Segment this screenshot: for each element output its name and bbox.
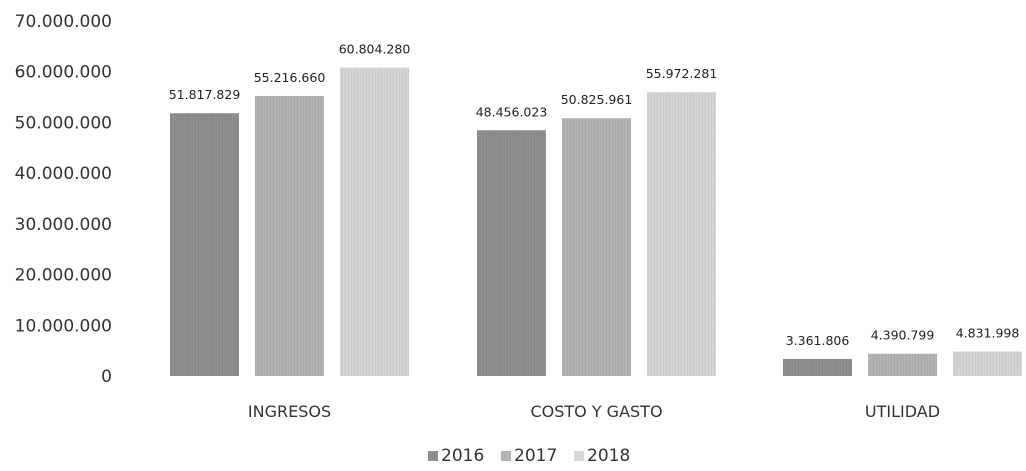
legend: 2016 2017 2018 [428, 446, 630, 466]
x-tick-label: UTILIDAD [865, 402, 940, 421]
legend-swatch-2016 [428, 451, 438, 461]
y-tick-label: 60.000.000 [15, 63, 112, 83]
data-label: 50.825.961 [561, 92, 633, 107]
data-label: 3.361.806 [786, 333, 850, 348]
y-tick-label: 0 [101, 367, 112, 387]
bar-texture [783, 358, 852, 376]
x-tick-label: COSTO Y GASTO [530, 402, 662, 421]
y-tick-label: 70.000.000 [15, 12, 112, 32]
bar-texture [477, 130, 546, 376]
data-label: 4.831.998 [956, 325, 1020, 340]
data-label: 48.456.023 [476, 104, 548, 119]
data-label: 51.817.829 [169, 87, 241, 102]
y-tick-label: 20.000.000 [15, 266, 112, 286]
legend-label: 2018 [587, 446, 630, 466]
legend-label: 2017 [514, 446, 557, 466]
data-labels: 51.817.829 48.456.023 3.361.806 55.216.660 5… [169, 42, 1020, 348]
y-tick-label: 10.000.000 [15, 316, 112, 336]
legend-swatch-2017 [501, 451, 511, 461]
x-tick-label: INGRESOS [248, 402, 331, 421]
bars [170, 67, 1022, 377]
data-label: 55.216.660 [254, 70, 326, 85]
bar-texture [340, 67, 409, 376]
bar-texture [170, 113, 239, 376]
bar-texture [953, 351, 1022, 376]
y-tick-label: 50.000.000 [15, 113, 112, 133]
bar-texture [562, 118, 631, 376]
y-axis: 0 10.000.000 20.000.000 30.000.000 40.000.00… [15, 12, 112, 387]
legend-label: 2016 [441, 446, 484, 466]
data-label: 4.390.799 [871, 328, 935, 343]
bar-texture [255, 95, 324, 376]
data-label: 55.972.281 [646, 66, 718, 81]
data-label: 60.804.280 [339, 42, 411, 57]
x-axis: INGRESOS COSTO Y GASTO UTILIDAD [248, 402, 940, 421]
y-tick-label: 30.000.000 [15, 215, 112, 235]
bar-texture [868, 353, 937, 376]
bar-texture [647, 92, 716, 377]
legend-swatch-2018 [574, 451, 584, 461]
y-tick-label: 40.000.000 [15, 164, 112, 184]
